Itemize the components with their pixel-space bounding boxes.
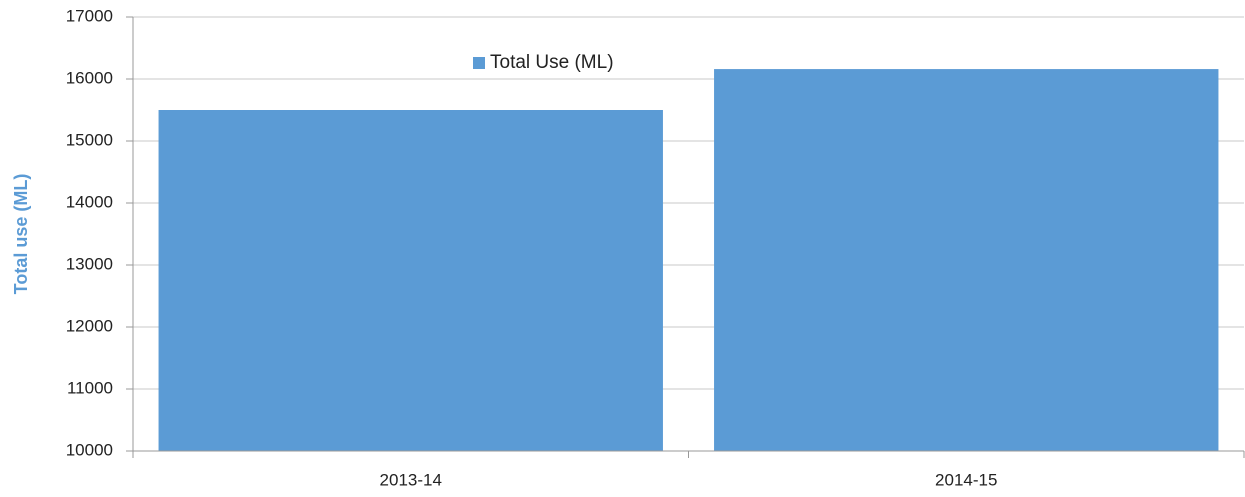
x-tick-label: 2013-14 <box>380 470 442 489</box>
y-tick-label: 16000 <box>66 68 113 87</box>
y-tick-label: 15000 <box>66 130 113 149</box>
y-tick-label: 17000 <box>66 6 113 25</box>
y-tick-label: 12000 <box>66 316 113 335</box>
bar <box>158 110 663 451</box>
y-tick-label: 10000 <box>66 440 113 459</box>
legend-swatch <box>473 57 485 69</box>
y-tick-label: 11000 <box>67 378 113 397</box>
x-tick-label: 2014-15 <box>935 470 997 489</box>
y-axis-label: Total use (ML) <box>11 174 31 295</box>
y-tick-label: 13000 <box>66 254 113 273</box>
bar <box>714 69 1219 451</box>
y-tick-label: 14000 <box>66 192 113 211</box>
legend-text: Total Use (ML) <box>490 52 614 73</box>
